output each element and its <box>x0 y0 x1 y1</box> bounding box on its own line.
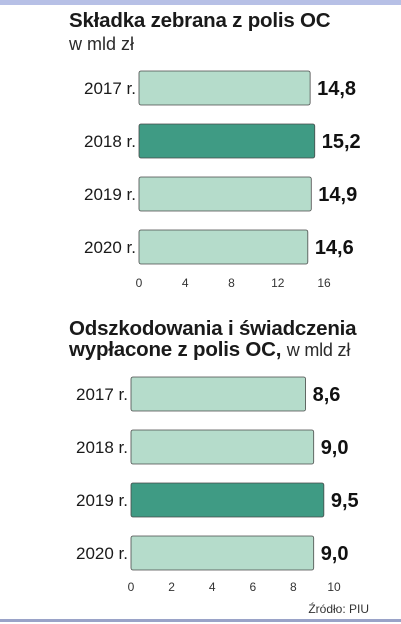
chart2-tick-label: 0 <box>128 580 135 594</box>
chart1-svg: 2017 r. 14,8 2018 r. 15,2 2019 r. 14,9 2020 r.… <box>84 70 361 290</box>
chart1-bar <box>138 176 312 212</box>
chart1-bar <box>138 123 316 159</box>
chart1-tick-label: 4 <box>182 276 189 290</box>
chart1-value-label: 14,8 <box>317 78 356 100</box>
chart1-category-label: 2018 r. <box>84 132 136 151</box>
chart2-tick-label: 10 <box>327 580 341 594</box>
chart1-tick-label: 12 <box>271 276 285 290</box>
chart2-tick-label: 8 <box>290 580 297 594</box>
chart1-title: Składka zebrana z polis OC <box>69 9 331 32</box>
chart1-category-label: 2017 r. <box>84 79 136 98</box>
chart2-category-label: 2018 r. <box>76 438 128 457</box>
chart1-subtitle: w mld zł <box>69 34 135 54</box>
chart2-value-label: 8,6 <box>313 384 341 406</box>
chart1-bar <box>138 70 311 106</box>
top-accent-bar <box>0 0 401 5</box>
chart2-category-label: 2019 r. <box>76 491 128 510</box>
chart2-title: Odszkodowania i świadczenia <box>69 317 357 340</box>
chart2-bar <box>130 482 325 518</box>
source-note: Źródło: PIU <box>308 602 369 616</box>
chart2-value-label: 9,0 <box>321 543 349 565</box>
chart2-bar <box>130 535 315 571</box>
chart2-bar <box>130 376 306 412</box>
chart1-tick-label: 0 <box>136 276 143 290</box>
chart2-value-label: 9,5 <box>331 490 359 512</box>
chart2-bar <box>130 429 315 465</box>
chart2-tick-label: 6 <box>249 580 256 594</box>
chart1-category-label: 2019 r. <box>84 185 136 204</box>
chart2-tick-label: 4 <box>209 580 216 594</box>
bottom-rule <box>0 619 401 622</box>
chart1-value-label: 14,9 <box>318 184 357 206</box>
chart2-subtitle: w mld zł <box>286 340 351 360</box>
chart1-tick-label: 16 <box>317 276 331 290</box>
chart2-svg: 2017 r. 8,6 2018 r. 9,0 2019 r. 9,5 2020 r. 9,0… <box>76 376 359 594</box>
chart1-value-label: 14,6 <box>315 237 354 259</box>
chart2-title-line2: wypłacone z polis OC, w mld zł <box>69 339 350 361</box>
chart2-title-line2-text: wypłacone z polis OC, <box>69 338 282 361</box>
chart1-tick-label: 8 <box>228 276 235 290</box>
chart1-bar <box>138 229 309 265</box>
chart2-category-label: 2020 r. <box>76 544 128 563</box>
chart2-tick-label: 2 <box>168 580 175 594</box>
chart1-category-label: 2020 r. <box>84 238 136 257</box>
chart2-value-label: 9,0 <box>321 437 349 459</box>
chart1-value-label: 15,2 <box>322 131 361 153</box>
chart2-category-label: 2017 r. <box>76 385 128 404</box>
